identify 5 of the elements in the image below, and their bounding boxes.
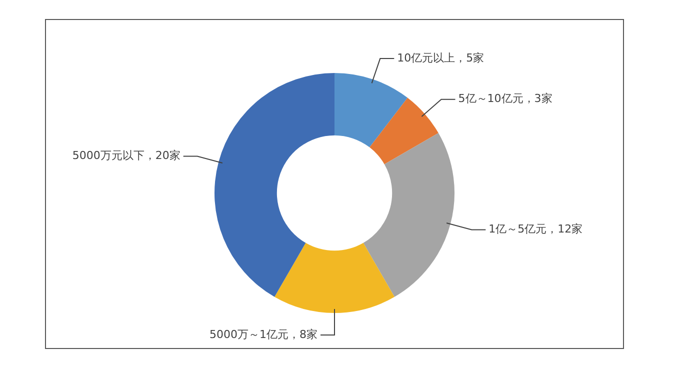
slice-label: 1亿～5亿元，12家 bbox=[488, 222, 583, 236]
slice-label: 5000万元以下，20家 bbox=[72, 149, 180, 162]
slice-label: 10亿元以上，5家 bbox=[397, 51, 484, 64]
slice-label: 5000万～1亿元，8家 bbox=[210, 328, 318, 341]
slice-label: 5亿～10亿元，3家 bbox=[458, 92, 552, 106]
